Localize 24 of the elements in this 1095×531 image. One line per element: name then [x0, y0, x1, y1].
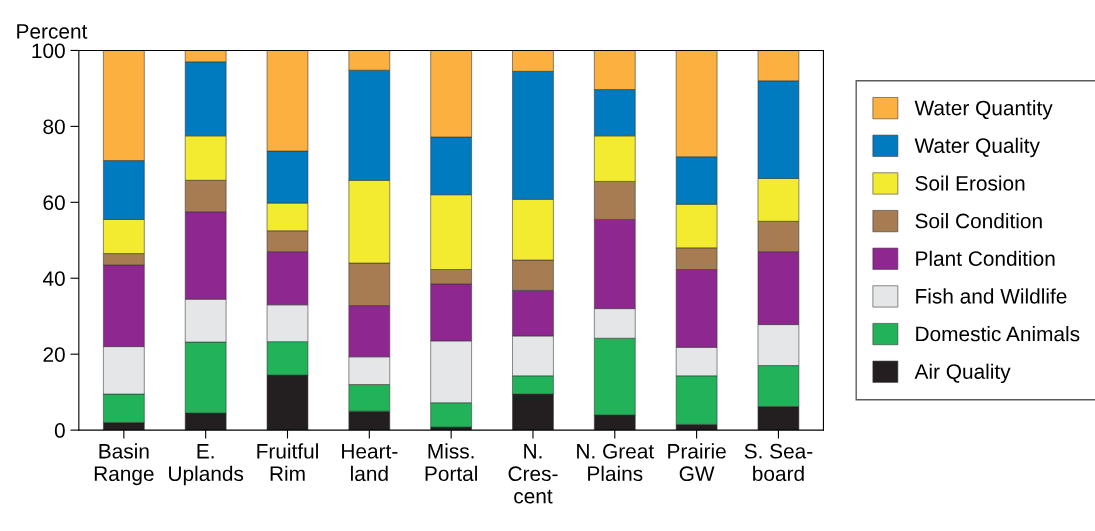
- x-tick-label: Prairie GW: [668, 443, 726, 482]
- y-tick-label: 60: [43, 195, 65, 211]
- x-tick-label: S. Sea- board: [744, 443, 813, 482]
- x-tick-label: Fruitful Rim: [257, 443, 318, 481]
- legend-label: Soil Condition: [915, 213, 1042, 229]
- x-tick-label: N. Cres- cent: [508, 444, 558, 504]
- legend-label: Water Quantity: [914, 100, 1053, 120]
- y-tick-label: 80: [43, 119, 65, 135]
- legend-label: Water Quality: [914, 137, 1040, 158]
- x-tick-label: Miss. Portal: [425, 443, 477, 482]
- y-tick-label: 20: [43, 347, 65, 362]
- y-tick-label: 100: [32, 43, 65, 59]
- legend-label: Air Quality: [914, 363, 1011, 384]
- x-tick-label: E. Uplands: [169, 444, 244, 486]
- y-tick-label: 40: [42, 271, 65, 286]
- legend-label: Fish and Wildlife: [916, 288, 1067, 304]
- x-tick-label: Basin Range: [94, 443, 154, 486]
- y-axis-title: Percent: [17, 24, 88, 39]
- x-tick-label: Heart- land: [342, 444, 398, 482]
- x-tick-label: N. Great Plains: [577, 443, 654, 482]
- legend-label: Domestic Animals: [916, 326, 1080, 342]
- legend-label: Plant Condition: [916, 250, 1055, 266]
- legend-label: Soil Erosion: [915, 175, 1025, 191]
- y-tick-label: 0: [54, 423, 65, 438]
